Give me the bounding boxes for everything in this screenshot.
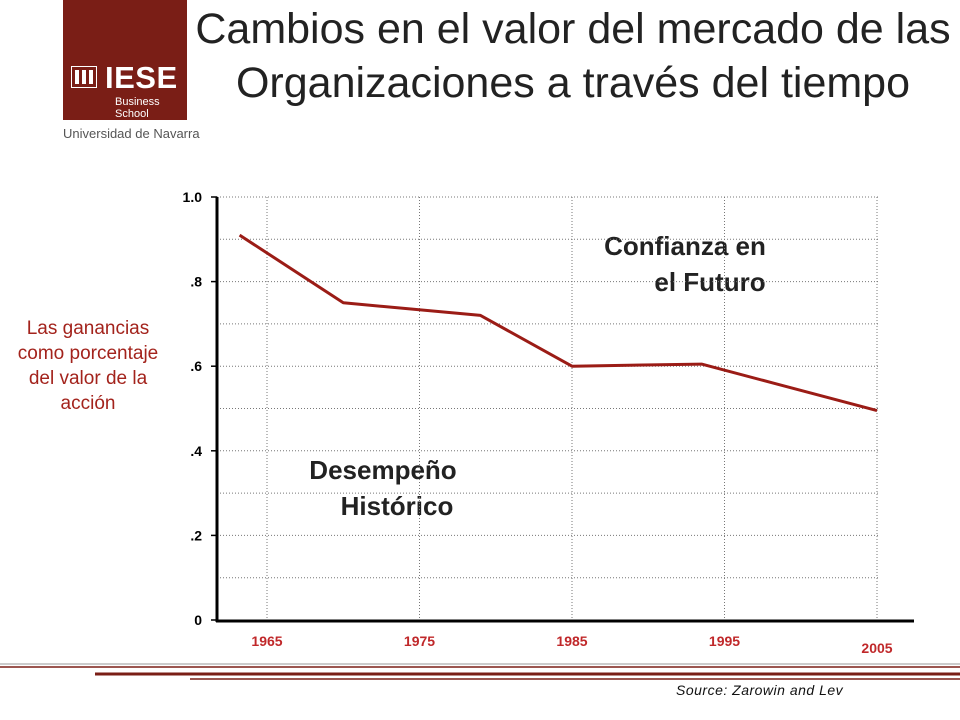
y-tick-label: .6 — [190, 358, 202, 374]
x-tick-label: 1995 — [709, 633, 740, 649]
x-tick-label: 1965 — [251, 633, 282, 649]
annotation-historic: Desempeño Histórico — [270, 452, 510, 524]
tick-labels: 0 .2 .4 .6 .8 1.0 1965 1975 1985 1995 2005 — [183, 189, 893, 656]
series-line — [238, 233, 878, 413]
y-tick-label: .2 — [190, 527, 202, 543]
annotation-historic-line1: Desempeño — [309, 455, 457, 485]
y-tick-label: 0 — [194, 612, 202, 628]
series — [238, 233, 878, 413]
iese-logo: IESE Business School — [63, 0, 187, 120]
axes — [211, 196, 914, 623]
grid — [217, 196, 878, 620]
chart-title: Cambios en el valor del mercado de las O… — [195, 5, 951, 107]
x-tick-label: 1975 — [404, 633, 435, 649]
x-tick-label: 1985 — [556, 633, 587, 649]
logo-university: Universidad de Navarra — [63, 126, 200, 141]
y-tick-label: .4 — [190, 443, 202, 459]
footer-rules — [0, 663, 960, 680]
logo-name: IESE — [105, 60, 178, 95]
annotation-historic-line2: Histórico — [340, 491, 454, 521]
source-note: Source: Zarowin and Lev — [676, 682, 844, 698]
annotation-future: Confianza en el Futuro — [560, 228, 810, 300]
y-tick-label: .8 — [190, 274, 202, 290]
crest-icon — [71, 66, 97, 88]
logo-school: Business School — [115, 96, 160, 120]
y-axis-label: Las ganancias como porcentaje del valor … — [17, 318, 159, 414]
x-tick-label: 2005 — [861, 640, 892, 656]
annotation-future-line1: Confianza en — [604, 231, 766, 261]
y-tick-label: 1.0 — [183, 189, 203, 205]
